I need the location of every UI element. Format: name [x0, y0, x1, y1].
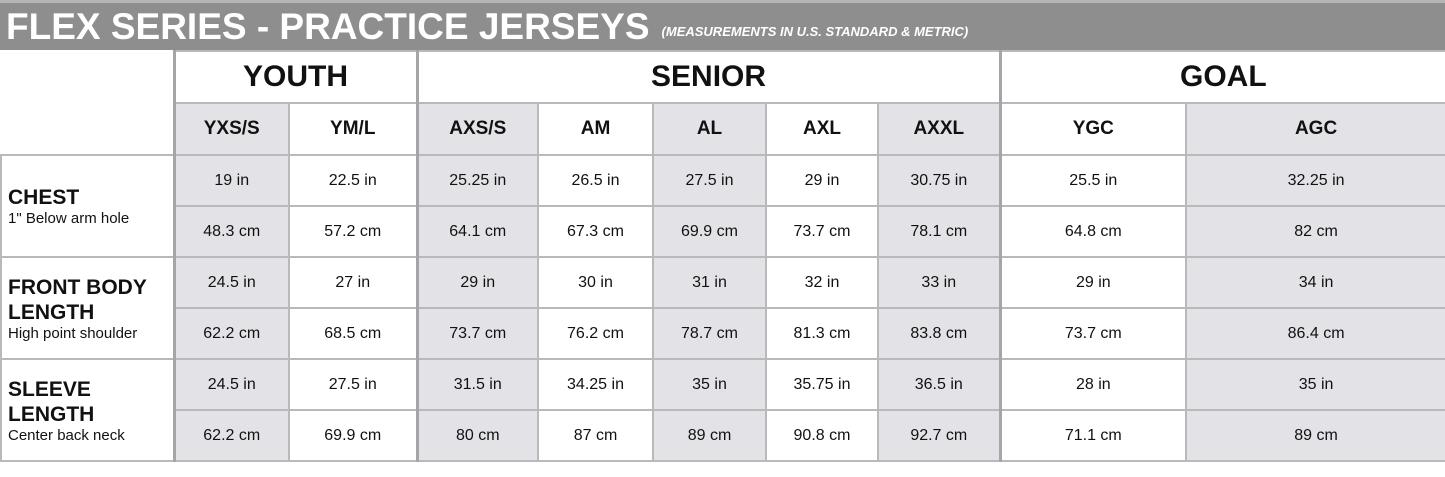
group-senior: SENIOR: [415, 50, 1002, 104]
measurement-value: 33 in: [876, 256, 1002, 309]
measurement-value: 78.1 cm: [876, 205, 1002, 258]
measurement-value: 32 in: [765, 256, 879, 309]
measurement-value: 67.3 cm: [537, 205, 654, 258]
measurement-value: 62.2 cm: [172, 409, 290, 462]
measurement-value: 35 in: [1185, 358, 1445, 411]
measurement-value: 19 in: [172, 154, 290, 207]
measurement-value: 87 cm: [537, 409, 654, 462]
measurement-row-cm: 62.2 cm 69.9 cm 80 cm 87 cm 89 cm 90.8 cm 92.7…: [1, 409, 1445, 462]
measurement-value: 34.25 in: [537, 358, 654, 411]
measurement-value: 64.8 cm: [998, 205, 1188, 258]
measurement-value: 34 in: [1185, 256, 1445, 309]
measurement-row-inches: CHEST 1" Below arm hole 19 in 22.5 in 25.25 …: [0, 154, 1445, 258]
size-header: AXS/S: [415, 102, 539, 156]
measurement-note: 1" Below arm hole: [8, 210, 130, 227]
chart-title-bar: FLEX SERIES - PRACTICE JERSEYS (MEASUREM…: [0, 0, 1445, 50]
measurement-value: 30.75 in: [876, 154, 1002, 207]
measurement-value: 81.3 cm: [765, 307, 879, 360]
measurement-row-inches: SLEEVE LENGTH Center back neck 24.5 in 27.5…: [0, 358, 1445, 462]
measurement-value: 29 in: [765, 154, 879, 207]
measurement-value: 64.1 cm: [415, 205, 539, 258]
measurement-row-cm: 48.3 cm 57.2 cm 64.1 cm 67.3 cm 69.9 cm 73.7 …: [1, 205, 1445, 258]
measurement-value: 89 cm: [1185, 409, 1445, 462]
size-header: AL: [652, 102, 767, 156]
measurement-value: 68.5 cm: [288, 307, 418, 360]
measurement-value: 35 in: [652, 358, 767, 411]
measurement-value: 62.2 cm: [172, 307, 290, 360]
measurement-value: 32.25 in: [1185, 154, 1445, 207]
measurement-value: 90.8 cm: [765, 409, 879, 462]
page-title: FLEX SERIES - PRACTICE JERSEYS: [6, 6, 650, 47]
measurement-value: 36.5 in: [876, 358, 1002, 411]
size-header: AXXL: [876, 102, 1002, 156]
measurement-value: 27.5 in: [652, 154, 767, 207]
measurement-row-inches: FRONT BODY LENGTH High point shoulder 24.5…: [0, 256, 1445, 360]
size-header: YGC: [998, 102, 1188, 156]
group-header-row: YOUTH SENIOR GOAL: [1, 50, 1445, 156]
page-subtitle: (MEASUREMENTS IN U.S. STANDARD & METRIC): [661, 24, 969, 39]
measurement-value: 25.25 in: [415, 154, 539, 207]
measurement-value: 83.8 cm: [876, 307, 1002, 360]
measurement-value: 76.2 cm: [537, 307, 654, 360]
size-header: AGC: [1185, 102, 1445, 156]
measurement-value: 73.7 cm: [998, 307, 1188, 360]
measurement-value: 35.75 in: [765, 358, 879, 411]
measurement-value: 31.5 in: [415, 358, 539, 411]
group-youth: YOUTH: [172, 50, 418, 104]
size-chart-table: YOUTH SENIOR GOAL YXS/S YM/L AXS/S AM AL…: [0, 50, 1445, 462]
measurement-value: 57.2 cm: [288, 205, 418, 258]
size-header: YM/L: [288, 102, 418, 156]
measurement-value: 29 in: [998, 256, 1188, 309]
measurement-value: 73.7 cm: [765, 205, 879, 258]
measurement-value: 24.5 in: [172, 256, 290, 309]
measurement-value: 71.1 cm: [998, 409, 1188, 462]
measurement-name: SLEEVE LENGTH: [8, 377, 95, 426]
measurement-value: 73.7 cm: [415, 307, 539, 360]
measurement-name: FRONT BODY LENGTH: [8, 275, 147, 324]
measurement-value: 80 cm: [415, 409, 539, 462]
measurement-note: High point shoulder: [8, 324, 138, 342]
measurement-note: Center back neck: [8, 426, 125, 444]
group-goal: GOAL: [998, 50, 1445, 104]
measurement-value: 24.5 in: [172, 358, 290, 411]
measurement-value: 26.5 in: [537, 154, 654, 207]
measurement-value: 28 in: [998, 358, 1188, 411]
size-header: YXS/S: [172, 102, 290, 156]
measurement-value: 69.9 cm: [288, 409, 418, 462]
measurement-value: 25.5 in: [998, 154, 1188, 207]
measurement-value: 27.5 in: [288, 358, 418, 411]
measurement-value: 69.9 cm: [652, 205, 767, 258]
measurement-value: 78.7 cm: [652, 307, 767, 360]
measurement-name: CHEST: [8, 186, 80, 209]
size-header: AXL: [765, 102, 879, 156]
measurement-value: 89 cm: [652, 409, 767, 462]
measurement-value: 30 in: [537, 256, 654, 309]
measurement-value: 92.7 cm: [876, 409, 1002, 462]
measurement-label: SLEEVE LENGTH Center back neck: [0, 358, 175, 462]
measurement-value: 22.5 in: [288, 154, 418, 207]
measurement-value: 31 in: [652, 256, 767, 309]
measurement-label: FRONT BODY LENGTH High point shoulder: [0, 256, 175, 360]
measurement-value: 86.4 cm: [1185, 307, 1445, 360]
measurement-value: 82 cm: [1185, 205, 1445, 258]
measurement-value: 27 in: [288, 256, 418, 309]
size-header-row: YXS/S YM/L AXS/S AM AL AXL AXXL YGC AGC: [1, 102, 1445, 156]
size-header: AM: [537, 102, 654, 156]
measurement-value: 48.3 cm: [172, 205, 290, 258]
measurement-label: CHEST 1" Below arm hole: [0, 154, 175, 258]
corner-cell: [1, 51, 175, 156]
measurement-value: 29 in: [415, 256, 539, 309]
measurement-row-cm: 62.2 cm 68.5 cm 73.7 cm 76.2 cm 78.7 cm 81.3 …: [1, 307, 1445, 360]
